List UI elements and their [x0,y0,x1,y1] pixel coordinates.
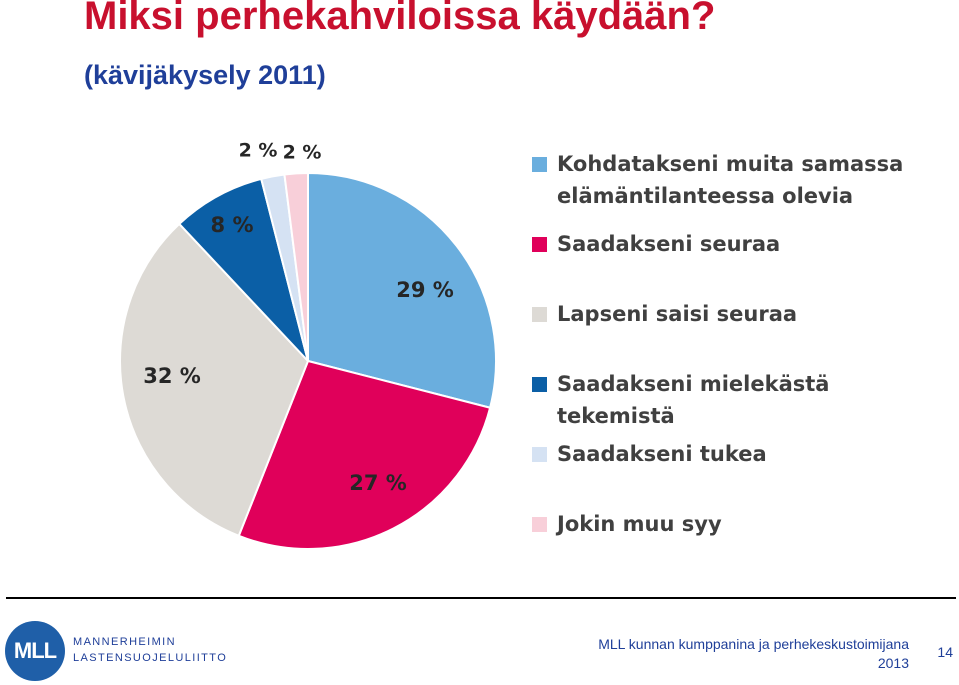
legend-swatch-2 [532,237,547,252]
legend-label-4: Saadakseni mielekästä tekemistä [557,372,830,428]
legend-label-2: Saadakseni seuraa [557,232,781,256]
footer-divider [6,597,956,599]
logo-line-1: MANNERHEIMIN [73,636,176,648]
legend-label-6: Jokin muu syy [557,512,722,536]
legend-label-1-line-2: elämäntilanteessa olevia [557,184,854,208]
legend-swatch-5 [532,447,547,462]
legend-label-3: Lapseni saisi seuraa [557,302,798,326]
footer-caption: MLL kunnan kumppanina ja perhekeskustoim… [549,635,909,673]
data-label-1: 29 % [396,278,454,302]
slide-title: Miksi perhekahviloissa käydään? [84,0,716,38]
legend-swatch-1 [532,157,547,172]
mll-logo-mark: MLL [5,621,65,681]
legend-swatch-6 [532,517,547,532]
logo-line-2: LASTENSUOJELULIITTO [73,652,228,664]
legend-label-1-line-1: Kohdatakseni muita samassa [557,152,904,176]
pie-chart: 29 % 27 % 32 % 8 % 2 % 2 % [119,140,497,550]
mll-logo: MLL MANNERHEIMIN LASTENSUOJELULIITTO [5,621,226,681]
data-label-6: 2 % [283,142,322,164]
pie-slice-6 [283,171,309,362]
pie-slice-3 [119,222,310,538]
slide-subtitle: (kävijäkysely 2011) [84,60,326,90]
legend-swatch-4 [532,377,547,392]
footer-caption-line-1: MLL kunnan kumppanina ja perhekeskustoim… [598,636,909,652]
data-label-4: 8 % [211,213,254,237]
pie-slice-2 [237,359,492,550]
data-label-3: 32 % [143,364,201,388]
data-label-5: 2 % [239,140,278,162]
legend-label-5: Saadakseni tukea [557,442,767,466]
legend-swatch-3 [532,307,547,322]
data-label-2: 27 % [349,471,407,495]
pie-slice-1 [307,171,497,409]
pie-slice-4 [177,177,309,362]
footer-caption-line-2: 2013 [877,655,909,671]
page-number: 14 [937,644,953,660]
